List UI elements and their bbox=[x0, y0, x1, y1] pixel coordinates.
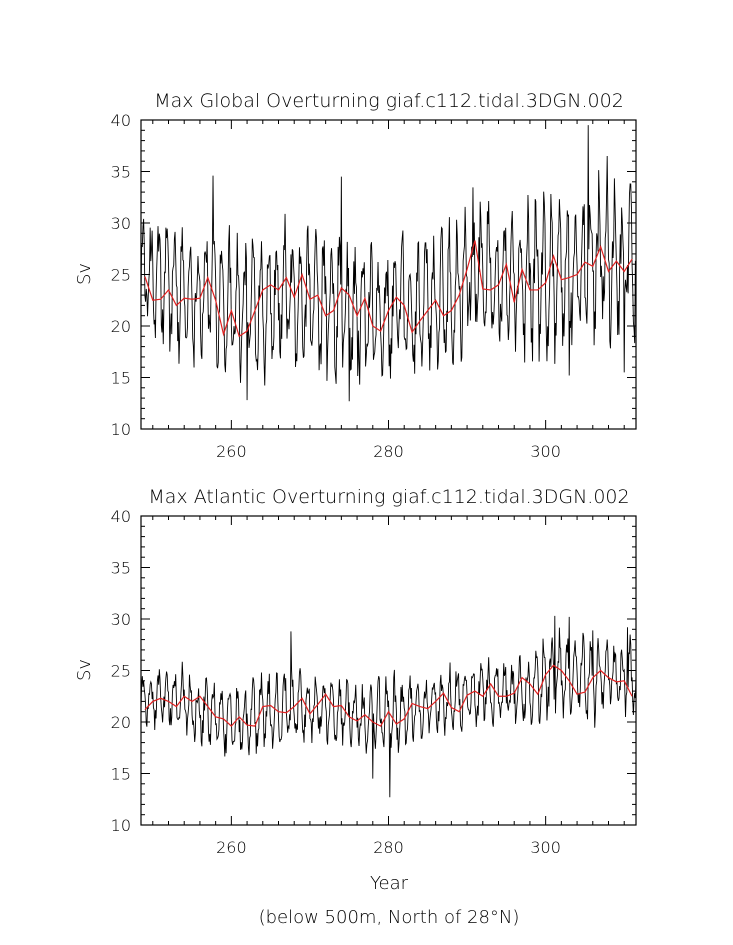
annual-mean-line bbox=[144, 240, 633, 338]
y-tick-label: 10 bbox=[111, 816, 131, 835]
x-axis-label: Year bbox=[370, 873, 409, 894]
global-annual-mean-series bbox=[144, 240, 633, 338]
y-tick-label: 20 bbox=[111, 713, 131, 732]
x-tick-label: 280 bbox=[373, 442, 404, 461]
global-y-axis-label: Sv bbox=[74, 263, 95, 285]
atlantic-y-axis-label: Sv bbox=[74, 659, 95, 681]
monthly-series-line bbox=[140, 615, 637, 798]
global-axis-ticks: 260 280 300 10 15 20 25 30 35 40 bbox=[111, 111, 636, 461]
atlantic-monthly-series bbox=[140, 615, 637, 798]
global-monthly-series bbox=[140, 125, 637, 402]
y-tick-label: 40 bbox=[111, 507, 131, 526]
y-tick-label: 10 bbox=[111, 420, 131, 439]
atlantic-chart-title: Max Atlantic Overturning giaf.c112.tidal… bbox=[148, 486, 629, 508]
footnote: (below 500m, North of 28°N) bbox=[259, 907, 520, 928]
global-panel: Max Global Overturning giaf.c112.tidal.3… bbox=[74, 90, 637, 461]
x-tick-label: 260 bbox=[216, 442, 247, 461]
atlantic-axis-ticks: 260 280 300 10 15 20 25 30 35 40 bbox=[111, 507, 636, 857]
monthly-series-line bbox=[140, 125, 637, 402]
y-tick-label: 35 bbox=[111, 163, 131, 182]
y-tick-label: 15 bbox=[111, 369, 131, 388]
atlantic-annual-mean-series bbox=[144, 664, 633, 727]
x-tick-label: 260 bbox=[216, 838, 247, 857]
x-tick-label: 300 bbox=[530, 838, 561, 857]
annual-mean-line bbox=[144, 664, 633, 727]
x-tick-label: 280 bbox=[373, 838, 404, 857]
y-tick-label: 30 bbox=[111, 610, 131, 629]
y-tick-label: 25 bbox=[111, 266, 131, 285]
global-chart-title: Max Global Overturning giaf.c112.tidal.3… bbox=[154, 90, 624, 112]
y-tick-label: 30 bbox=[111, 214, 131, 233]
atlantic-panel: Max Atlantic Overturning giaf.c112.tidal… bbox=[74, 486, 637, 894]
y-tick-label: 15 bbox=[111, 765, 131, 784]
x-tick-label: 300 bbox=[530, 442, 561, 461]
y-tick-label: 40 bbox=[111, 111, 131, 130]
y-tick-label: 35 bbox=[111, 559, 131, 578]
y-tick-label: 20 bbox=[111, 317, 131, 336]
y-tick-label: 25 bbox=[111, 662, 131, 681]
